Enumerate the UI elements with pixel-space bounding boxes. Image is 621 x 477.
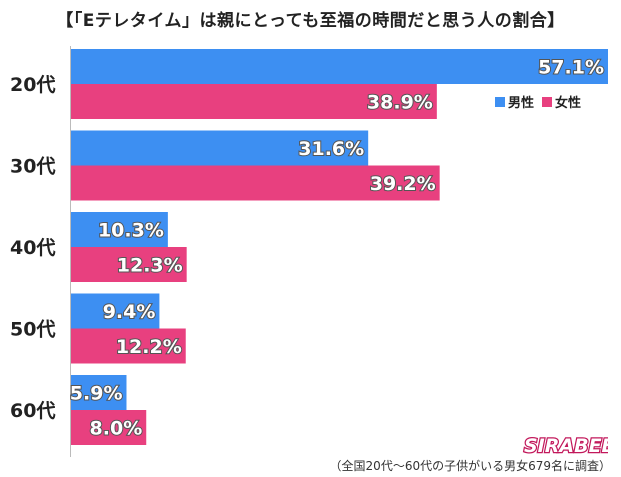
legend-swatch-male bbox=[495, 96, 505, 107]
legend-item-male: 男性 bbox=[495, 92, 534, 111]
category-label: 20代 bbox=[10, 74, 55, 96]
survey-footnote: （全国20代〜60代の子供がいる男女679名に調査） bbox=[329, 459, 611, 473]
value-label-female: 12.3% bbox=[117, 255, 183, 277]
bar-male bbox=[71, 293, 160, 329]
value-label-female: 12.2% bbox=[116, 336, 182, 358]
legend: 男性 女性 bbox=[491, 91, 586, 112]
category-label: 40代 bbox=[10, 237, 55, 259]
bar-female bbox=[71, 410, 147, 445]
sirabee-logo: SIRABEE bbox=[523, 434, 608, 456]
logo-text: SIRABEE bbox=[524, 435, 608, 456]
bar-female bbox=[71, 247, 187, 282]
bars-group: 57.1% 38.9% 31.6% 39.2% 10.3% 12.3% 9.4% 12.2% 5… bbox=[69, 49, 608, 445]
bar-male bbox=[71, 212, 168, 247]
legend-swatch-female bbox=[542, 96, 553, 107]
value-label-female: 8.0% bbox=[90, 418, 143, 440]
legend-label-female: 女性 bbox=[555, 96, 582, 111]
value-label-female: 38.9% bbox=[367, 92, 433, 114]
legend-item-female: 女性 bbox=[542, 92, 581, 111]
bar-male bbox=[71, 49, 608, 84]
bar-male bbox=[71, 130, 369, 166]
category-label: 60代 bbox=[10, 400, 55, 422]
bar-female bbox=[71, 165, 440, 201]
value-label-male: 9.4% bbox=[103, 301, 156, 323]
bar-female bbox=[71, 328, 186, 364]
bar-female bbox=[71, 84, 437, 119]
bar-male bbox=[71, 375, 127, 410]
chart-title: 【「Eテレタイム」は親にとっても至福の時間だと思う人の割合】 bbox=[56, 11, 565, 31]
category-label: 30代 bbox=[10, 156, 55, 178]
value-label-male: 10.3% bbox=[98, 220, 164, 242]
value-label-male: 57.1% bbox=[538, 57, 604, 79]
category-label: 50代 bbox=[10, 319, 55, 341]
value-label-male: 31.6% bbox=[298, 138, 364, 160]
value-label-male: 5.9% bbox=[70, 383, 123, 405]
legend-label-male: 男性 bbox=[508, 96, 535, 111]
value-label-female: 39.2% bbox=[370, 173, 436, 195]
